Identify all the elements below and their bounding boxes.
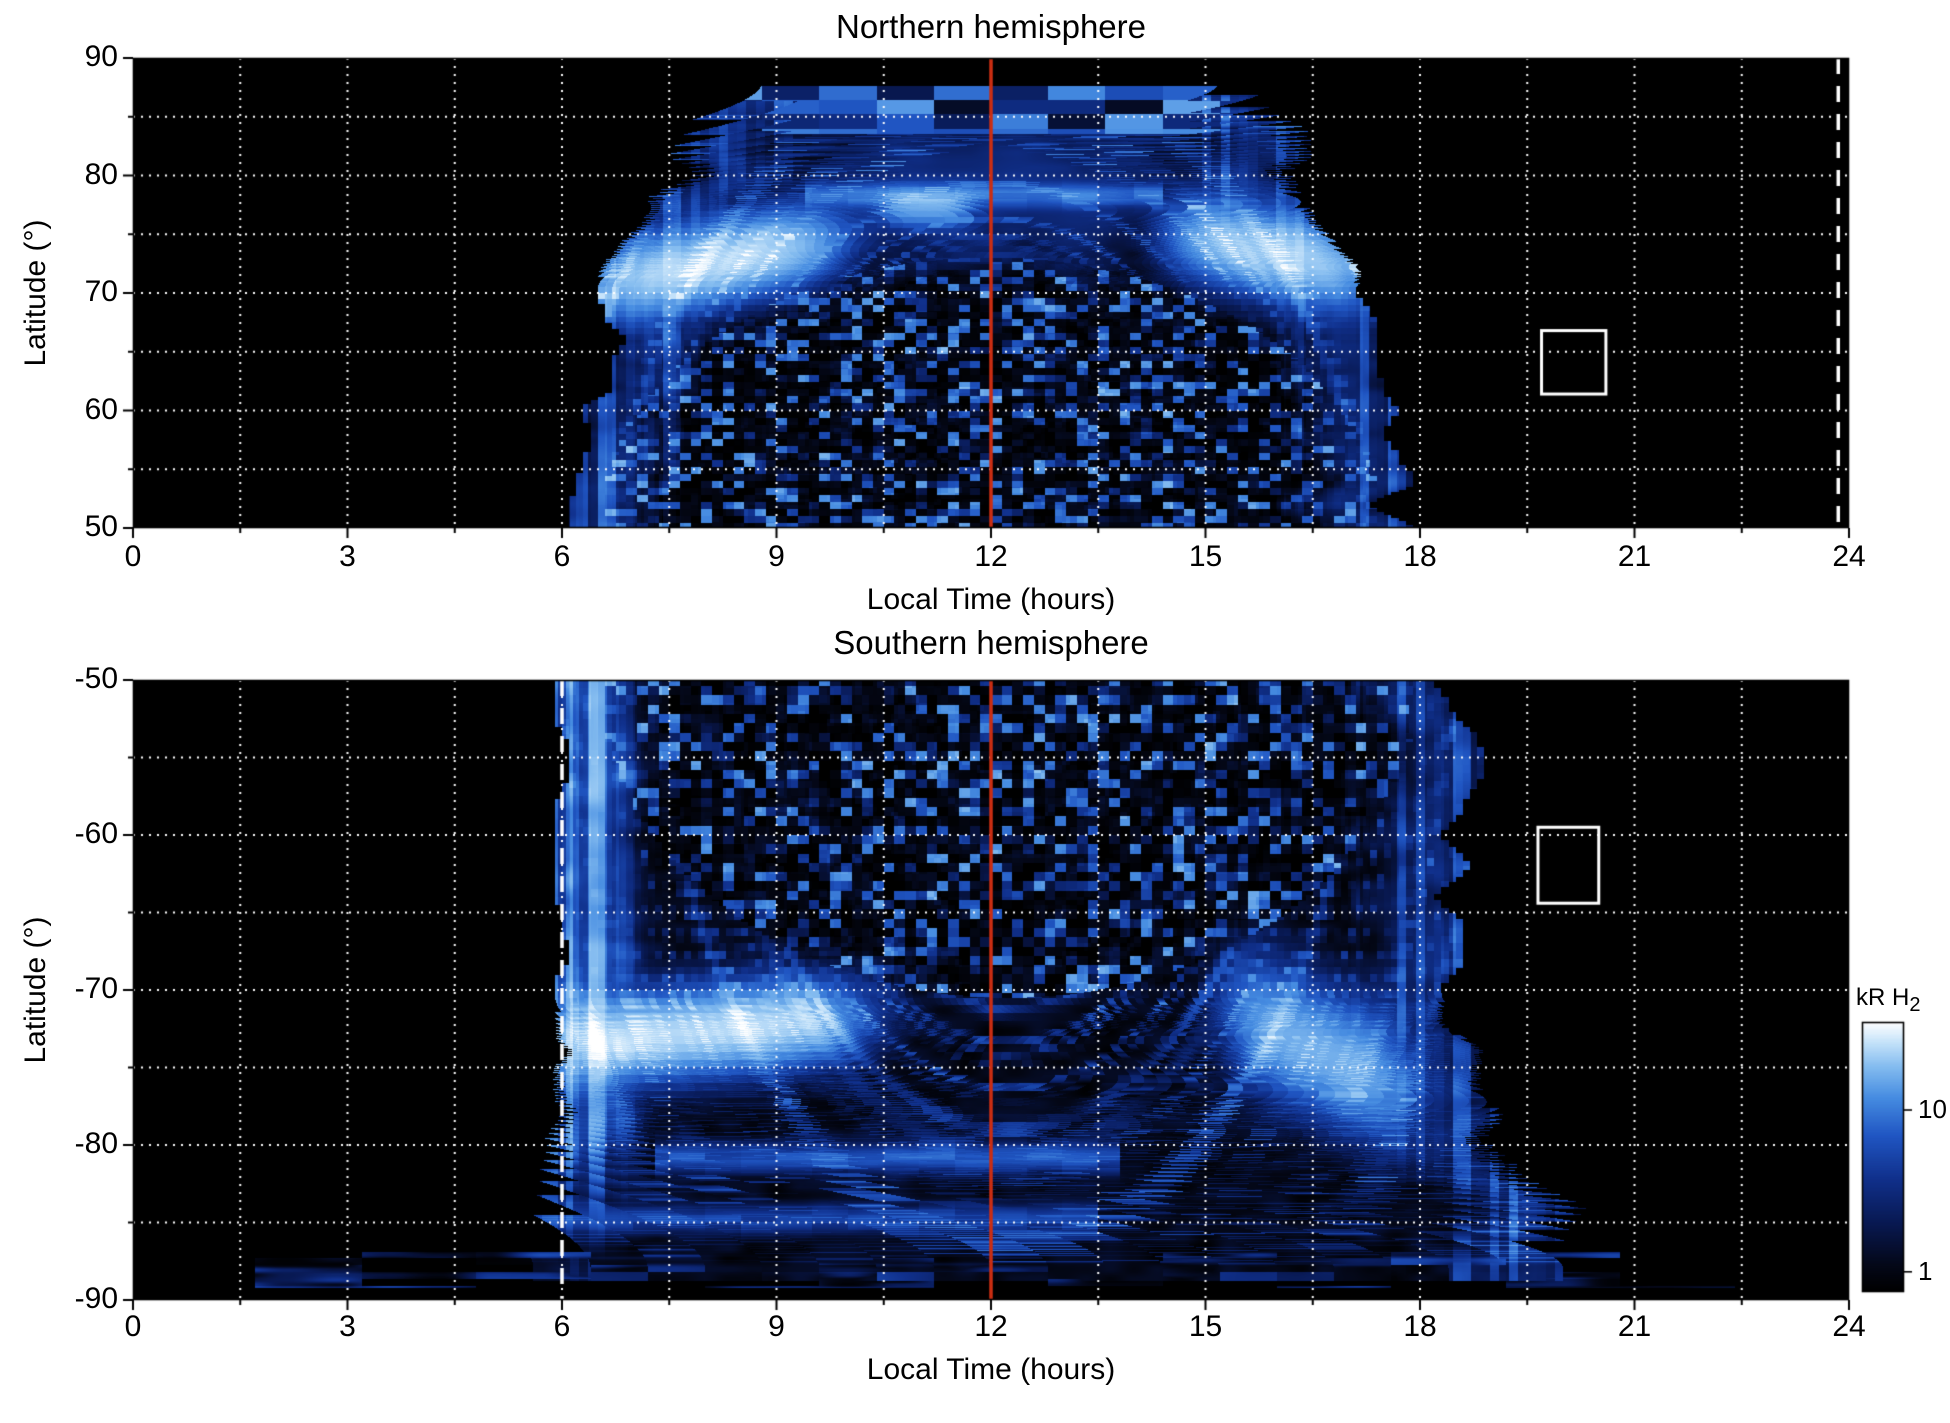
x-tick-label: 0 — [124, 1310, 142, 1343]
x-tick-label: 12 — [974, 540, 1008, 573]
y-tick-label: -50 — [74, 662, 118, 695]
colorbar-title: kR H2 — [1856, 984, 1920, 1017]
colorbar-title-text: kR H — [1856, 984, 1910, 1011]
x-tick-label: 12 — [974, 1310, 1008, 1343]
x-tick-label: 9 — [768, 1310, 785, 1343]
y-tick-label: 50 — [84, 510, 118, 543]
y-tick-label: 70 — [84, 275, 118, 308]
colorbar-title-subscript: 2 — [1909, 993, 1921, 1016]
colorbar-tick-label: 1 — [1918, 1255, 1933, 1286]
x-tick-label: 15 — [1188, 1310, 1223, 1343]
x-tick-label: 24 — [1832, 1310, 1866, 1343]
y-tick-label: -60 — [74, 817, 118, 850]
x-tick-label: 3 — [339, 1310, 356, 1343]
x-tick-label: 21 — [1617, 540, 1652, 573]
x-tick-label: 15 — [1188, 540, 1223, 573]
y-tick-label: 80 — [84, 157, 118, 191]
y-tick-label: -90 — [74, 1282, 118, 1315]
south-panel-title: Southern hemisphere — [833, 624, 1149, 661]
x-tick-label: 9 — [768, 540, 785, 573]
y-tick-label: -70 — [74, 972, 118, 1005]
x-tick-label: 6 — [553, 540, 571, 573]
x-tick-label: 21 — [1617, 1310, 1652, 1343]
x-tick-label: 6 — [553, 1310, 571, 1343]
x-tick-label: 3 — [339, 540, 356, 573]
y-tick-label: -80 — [74, 1127, 118, 1160]
x-tick-label: 18 — [1403, 1310, 1437, 1343]
x-tick-label: 0 — [124, 540, 142, 573]
north-panel-title: Northern hemisphere — [836, 8, 1146, 45]
x-tick-label: 24 — [1832, 540, 1866, 573]
y-tick-label: 60 — [84, 392, 118, 426]
south-xaxis-label: Local Time (hours) — [866, 1353, 1116, 1386]
y-tick-label: 90 — [84, 40, 118, 73]
colorbar-tick-label: 10 — [1918, 1094, 1947, 1124]
north-xaxis-label: Local Time (hours) — [866, 583, 1116, 616]
x-tick-label: 18 — [1403, 540, 1437, 573]
